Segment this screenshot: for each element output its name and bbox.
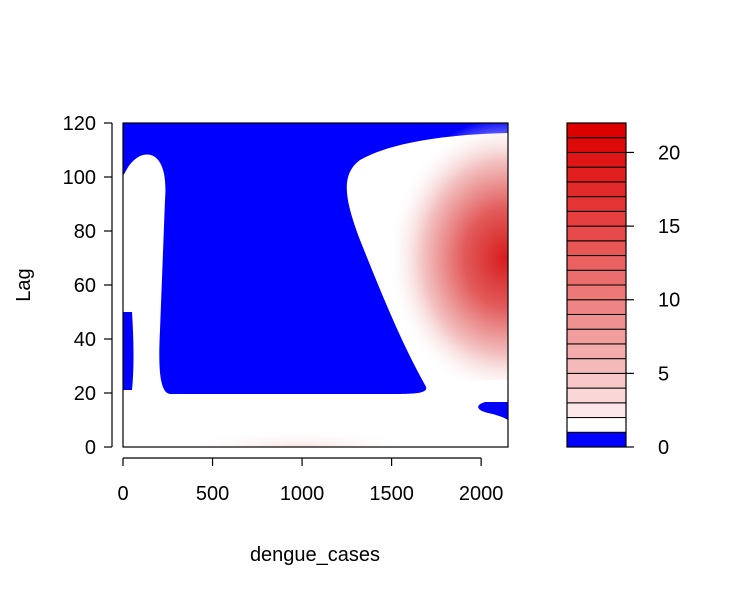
legend-tick-label: 10 xyxy=(658,290,680,312)
y-axis-title: Lag xyxy=(13,268,35,301)
contour-region-below-one-left xyxy=(123,312,134,390)
legend-color-band xyxy=(566,358,627,374)
legend-color-band xyxy=(566,284,627,301)
y-tick-label: 100 xyxy=(63,167,96,189)
legend-color-band xyxy=(566,328,627,345)
legend-tick-label: 15 xyxy=(658,216,680,238)
x-tick-label: 500 xyxy=(196,483,229,505)
x-tick-label: 2000 xyxy=(459,483,504,505)
color-legend: 0 5 10 15 20 xyxy=(566,122,680,459)
y-tick-label: 0 xyxy=(85,437,96,459)
legend-color-band xyxy=(566,151,627,168)
contour-region-hot xyxy=(360,123,508,380)
plot-frame xyxy=(122,122,509,448)
y-axis: 0 20 40 60 80 100 120 xyxy=(63,113,113,459)
x-tick-label: 1000 xyxy=(280,483,325,505)
y-tick-label: 80 xyxy=(74,221,96,243)
contour-region-below-one-right xyxy=(478,402,508,420)
legend-color-band xyxy=(566,387,627,404)
legend-color-band xyxy=(566,196,627,212)
x-axis: 0 500 1000 1500 2000 xyxy=(117,457,504,505)
legend-color-band xyxy=(566,122,627,139)
legend-color-band xyxy=(566,255,627,271)
legend-color-band xyxy=(566,417,627,433)
legend-color-band xyxy=(566,431,627,448)
legend-color-band xyxy=(566,137,627,153)
y-tick-label: 120 xyxy=(63,113,96,135)
legend-frame xyxy=(566,122,627,448)
legend-color-band xyxy=(566,225,627,242)
contour-region-below-one-top xyxy=(123,123,508,394)
legend-color-band xyxy=(566,240,627,257)
legend-color-band xyxy=(566,402,627,419)
legend-tick-label: 0 xyxy=(658,437,669,459)
contour-region-low xyxy=(123,420,508,447)
legend-color-band xyxy=(566,313,627,330)
x-tick-label: 1500 xyxy=(369,483,414,505)
legend-color-band xyxy=(566,210,627,227)
legend-color-band xyxy=(566,372,627,389)
y-tick-label: 40 xyxy=(74,329,96,351)
x-axis-title: dengue_cases xyxy=(250,544,380,566)
legend-color-band xyxy=(566,269,627,286)
legend-color-band xyxy=(566,166,627,183)
legend-color-band xyxy=(566,343,627,360)
x-tick-label: 0 xyxy=(117,483,128,505)
contour-fill-group xyxy=(123,123,508,447)
legend-tick-label: 5 xyxy=(658,363,669,385)
legend-color-band xyxy=(566,181,627,198)
y-tick-label: 60 xyxy=(74,275,96,297)
legend-tick-label: 20 xyxy=(658,142,680,164)
legend-color-band xyxy=(566,299,627,315)
y-tick-label: 20 xyxy=(74,383,96,405)
